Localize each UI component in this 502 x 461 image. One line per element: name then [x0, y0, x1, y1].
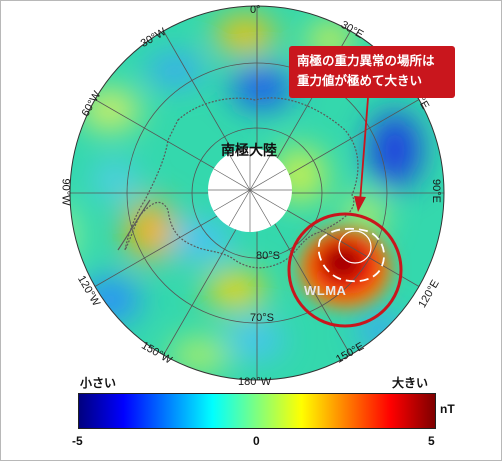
continent-label: 南極大陸 — [221, 143, 277, 159]
scale-tick-mid: 0 — [253, 434, 260, 448]
callout-box: 南極の重力異常の場所は 重力値が極めて大きい — [289, 46, 455, 98]
lon-label-0: 0° — [250, 4, 261, 16]
wlma-inner-circle — [338, 230, 372, 264]
wlma-outline — [317, 227, 385, 283]
callout-line-2: 重力値が極めて大きい — [297, 73, 423, 88]
lon-label-180: 180°W — [238, 376, 272, 388]
color-scale-bar — [78, 393, 436, 429]
scale-high-label: 大きい — [392, 376, 429, 390]
lon-label-90e: 90°E — [429, 179, 442, 203]
lat-label-70s: 70°S — [250, 312, 274, 324]
callout-arrowhead — [354, 196, 366, 212]
scale-tick-max: 5 — [428, 434, 435, 448]
lon-label-90w: 90°W — [59, 178, 72, 206]
highlight-circle — [287, 212, 403, 328]
scale-unit: nT — [440, 402, 455, 416]
lat-label-80s: 80°S — [256, 250, 280, 262]
anomaly-label: WLMA — [304, 283, 347, 298]
scale-tick-min: -5 — [72, 434, 83, 448]
callout-arrow — [359, 97, 369, 203]
scale-low-label: 小さい — [80, 376, 117, 390]
callout-line-1: 南極の重力異常の場所は — [297, 53, 435, 68]
